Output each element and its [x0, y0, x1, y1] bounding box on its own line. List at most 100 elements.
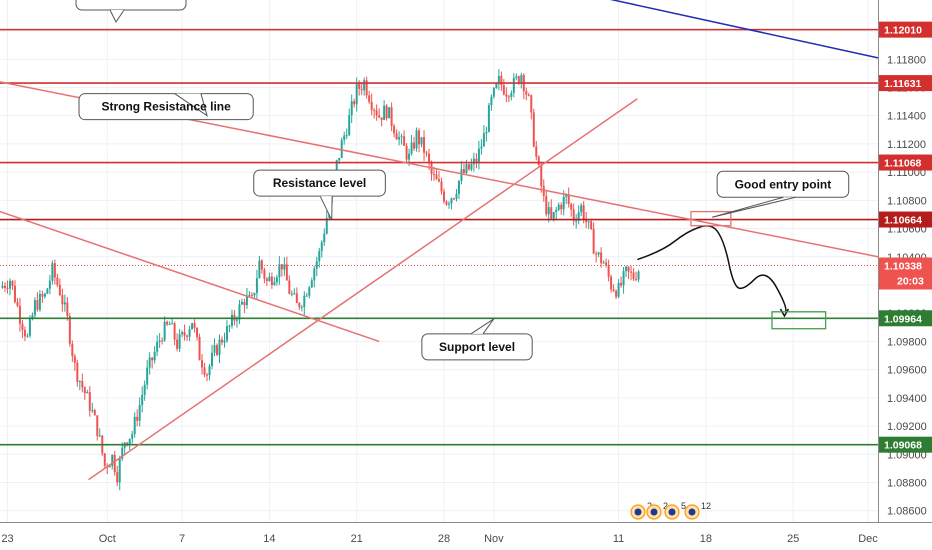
- candle-body: [56, 277, 59, 285]
- y-tick-label: 1.11800: [887, 54, 926, 66]
- candle-body: [206, 374, 209, 376]
- y-tick-label: 1.09400: [887, 393, 927, 405]
- candle-body: [447, 203, 450, 205]
- candle-body: [462, 169, 465, 174]
- candle-body: [148, 357, 151, 368]
- x-tick-label: 23: [1, 533, 13, 545]
- candle-body: [630, 271, 633, 273]
- candle-body: [213, 345, 216, 353]
- trendline-descending-support: [0, 210, 380, 343]
- candle-body: [126, 442, 129, 445]
- candle-body: [438, 179, 440, 182]
- candle-body: [408, 153, 411, 160]
- callout-box-partial: [75, 0, 187, 11]
- candle-body: [577, 212, 580, 221]
- target-box: [771, 311, 827, 330]
- candle-body: [637, 271, 640, 280]
- y-tick-label: 1.08800: [887, 477, 927, 489]
- candle-body: [161, 340, 164, 342]
- candle-body: [248, 294, 251, 296]
- candle-body: [243, 301, 246, 306]
- annotation-callout: Good entry point: [711, 170, 850, 218]
- x-tick-label: 21: [351, 533, 363, 545]
- candle-body: [492, 87, 495, 97]
- candle-body: [540, 164, 543, 187]
- candle-body: [223, 340, 226, 343]
- event-flag-icon: [634, 508, 642, 516]
- candle-body: [136, 416, 139, 421]
- candle-body: [11, 280, 14, 286]
- candle-body: [433, 173, 436, 175]
- candle-body: [575, 220, 578, 222]
- candle-body: [6, 287, 9, 289]
- candle-body: [43, 293, 46, 297]
- candle-body: [625, 266, 628, 272]
- candlestick-series: [1, 69, 640, 491]
- candle-body: [201, 360, 204, 368]
- price-badge: [879, 211, 932, 228]
- candle-body: [310, 280, 313, 288]
- candle-body: [275, 277, 278, 283]
- candle-body: [86, 392, 89, 394]
- candle-body: [131, 434, 134, 439]
- candle-body: [290, 293, 293, 295]
- candle-body: [428, 153, 431, 164]
- candle-body: [158, 340, 161, 342]
- candle-body: [565, 194, 568, 197]
- y-tick-label: 1.09200: [887, 421, 927, 433]
- candle-body: [557, 204, 560, 210]
- candle-body: [198, 336, 201, 361]
- candle-body: [111, 455, 114, 467]
- callout-pointer-partial: [109, 9, 125, 23]
- candle-body: [146, 367, 149, 385]
- candle-body: [465, 164, 468, 174]
- candle-body: [535, 146, 538, 157]
- candle-body: [153, 351, 156, 361]
- candle-body: [353, 101, 356, 105]
- event-markers[interactable]: 22512: [630, 501, 711, 520]
- candle-body: [582, 205, 585, 220]
- candle-body: [520, 75, 523, 84]
- callout-label: Support level: [439, 340, 515, 354]
- candle-body: [532, 112, 535, 147]
- candle-body: [562, 196, 565, 210]
- candle-body: [502, 85, 505, 95]
- candle-body: [228, 325, 231, 327]
- candle-body: [460, 169, 463, 181]
- candle-body: [193, 323, 196, 328]
- candle-body: [500, 75, 503, 86]
- candle-body: [203, 367, 206, 375]
- candle-body: [196, 327, 199, 337]
- candle-body: [151, 357, 154, 361]
- candle-body: [363, 80, 366, 91]
- callout-pointer: [711, 196, 796, 218]
- x-tick-label: 18: [700, 533, 712, 545]
- candle-body: [235, 319, 238, 321]
- candle-body: [18, 305, 21, 324]
- candle-body: [308, 287, 311, 296]
- y-tick-label: 1.11200: [887, 139, 926, 151]
- candle-body: [495, 83, 498, 88]
- callout-pointer: [174, 93, 208, 117]
- candle-body: [457, 180, 460, 195]
- candle-body: [91, 410, 94, 412]
- candle-body: [355, 83, 358, 105]
- candle-body: [620, 282, 623, 286]
- gridlines: [0, 0, 878, 522]
- candle-body: [41, 293, 44, 297]
- price-badge-label: 1.11068: [884, 158, 922, 170]
- candle-body: [188, 329, 191, 337]
- y-tick-label: 1.08600: [887, 506, 927, 518]
- candle-body: [475, 158, 478, 164]
- candle-body: [452, 198, 455, 200]
- candle-body: [360, 88, 363, 91]
- candle-body: [425, 152, 428, 154]
- candle-body: [358, 83, 361, 89]
- candle-body: [445, 201, 448, 205]
- countdown-label: 20:03: [897, 276, 924, 288]
- candle-body: [345, 135, 348, 137]
- candle-body: [343, 135, 346, 141]
- candle-body: [315, 261, 318, 269]
- candle-body: [83, 387, 86, 394]
